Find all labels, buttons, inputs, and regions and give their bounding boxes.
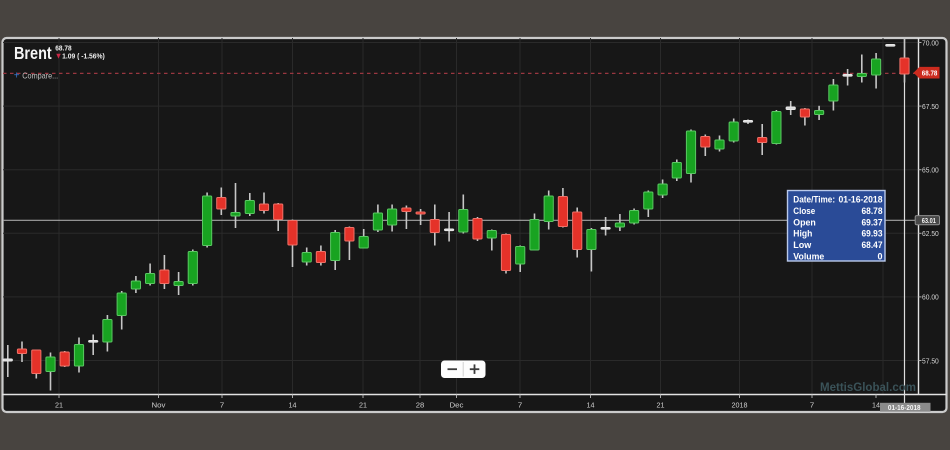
- svg-text:Date/Time:: Date/Time:: [793, 195, 835, 205]
- svg-text:63.01: 63.01: [922, 216, 936, 225]
- svg-text:14: 14: [587, 401, 595, 410]
- svg-text:Close: Close: [793, 206, 815, 216]
- svg-text:62.50: 62.50: [922, 229, 939, 238]
- svg-text:Low: Low: [793, 240, 812, 250]
- svg-text:14: 14: [872, 401, 880, 410]
- svg-text:7: 7: [518, 401, 523, 410]
- svg-text:67.50: 67.50: [922, 102, 939, 111]
- svg-text:+: +: [14, 71, 20, 82]
- svg-text:7: 7: [220, 401, 225, 410]
- svg-text:Brent: Brent: [14, 43, 52, 63]
- svg-text:68.78: 68.78: [862, 206, 883, 216]
- svg-text:70.00: 70.00: [922, 38, 939, 47]
- svg-text:Compare...: Compare...: [22, 70, 58, 80]
- svg-text:21: 21: [359, 401, 367, 410]
- svg-text:Nov: Nov: [152, 401, 166, 410]
- svg-text:69.37: 69.37: [862, 217, 883, 227]
- svg-text:68.47: 68.47: [862, 240, 883, 250]
- svg-text:65.00: 65.00: [922, 166, 939, 175]
- svg-text:60.00: 60.00: [922, 293, 939, 302]
- svg-text:69.93: 69.93: [862, 229, 883, 239]
- svg-text:57.50: 57.50: [922, 356, 939, 365]
- svg-text:2018: 2018: [732, 401, 748, 410]
- svg-text:MettisGlobal.com: MettisGlobal.com: [820, 380, 916, 394]
- svg-text:Dec: Dec: [450, 401, 464, 410]
- svg-text:1.09 ( -1.56%): 1.09 ( -1.56%): [62, 51, 105, 60]
- svg-text:Open: Open: [793, 217, 816, 227]
- svg-text:01-16-2018: 01-16-2018: [839, 195, 883, 205]
- svg-text:14: 14: [289, 401, 297, 410]
- svg-text:21: 21: [657, 401, 665, 410]
- svg-text:01-16-2018: 01-16-2018: [888, 405, 921, 412]
- svg-text:High: High: [793, 229, 812, 239]
- svg-text:0: 0: [878, 251, 883, 261]
- svg-text:Volume: Volume: [793, 251, 824, 261]
- svg-text:21: 21: [55, 401, 63, 410]
- svg-text:68.78: 68.78: [55, 45, 71, 52]
- svg-text:7: 7: [810, 401, 815, 410]
- svg-text:68.78: 68.78: [922, 69, 938, 78]
- svg-text:28: 28: [416, 401, 425, 410]
